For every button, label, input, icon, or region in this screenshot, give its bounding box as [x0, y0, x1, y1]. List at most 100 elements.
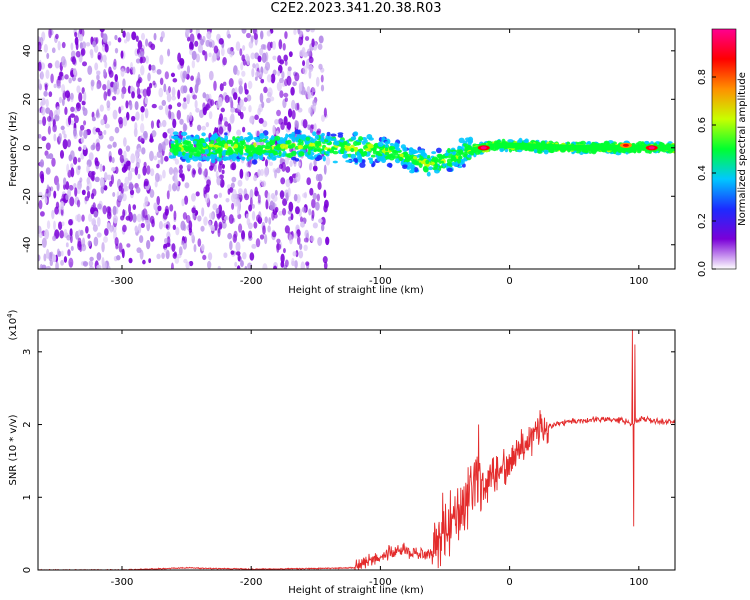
noise-speckle — [76, 199, 81, 208]
noise-speckle — [131, 31, 137, 41]
noise-speckle — [121, 92, 125, 99]
noise-speckle — [123, 39, 128, 44]
band-cell — [294, 129, 301, 135]
noise-speckle — [266, 30, 271, 37]
noise-speckle — [190, 75, 194, 81]
band-cell — [197, 143, 203, 147]
noise-speckle — [130, 115, 136, 122]
noise-speckle — [45, 188, 49, 194]
noise-speckle — [287, 66, 292, 72]
band-core — [662, 144, 665, 151]
noise-speckle — [227, 232, 233, 240]
noise-speckle — [228, 214, 234, 225]
noise-speckle — [57, 40, 61, 51]
noise-speckle — [316, 193, 320, 202]
noise-speckle — [123, 185, 129, 192]
noise-speckle — [69, 150, 75, 160]
band-cell — [175, 146, 182, 152]
noise-speckle — [272, 202, 276, 210]
band-cell — [217, 141, 224, 147]
noise-speckle — [42, 116, 47, 127]
noise-speckle — [230, 113, 235, 124]
noise-speckle — [107, 88, 111, 97]
noise-speckle — [62, 138, 68, 150]
noise-speckle — [140, 123, 145, 134]
band-cell — [277, 146, 281, 151]
noise-speckle — [276, 243, 282, 251]
band-cell — [264, 135, 269, 140]
noise-speckle — [236, 265, 241, 269]
noise-speckle — [106, 206, 111, 214]
noise-speckle — [106, 222, 111, 230]
noise-speckle — [179, 57, 185, 66]
noise-speckle — [299, 49, 305, 57]
noise-speckle — [157, 159, 161, 165]
noise-speckle — [130, 62, 133, 70]
noise-speckle — [43, 43, 48, 53]
noise-speckle — [222, 81, 227, 87]
noise-speckle — [305, 29, 311, 33]
noise-speckle — [80, 229, 84, 236]
noise-speckle — [284, 155, 289, 165]
snr-frame — [37, 329, 676, 571]
band-core — [577, 144, 580, 151]
noise-speckle — [64, 74, 69, 80]
band-core — [530, 143, 534, 150]
noise-speckle — [259, 234, 265, 240]
noise-speckle — [204, 193, 210, 204]
noise-speckle — [279, 77, 284, 84]
noise-speckle — [248, 116, 254, 124]
noise-speckle — [178, 246, 183, 256]
noise-speckle — [165, 224, 169, 229]
noise-speckle — [219, 223, 223, 229]
noise-speckle — [95, 142, 101, 152]
noise-speckle — [150, 43, 156, 51]
snr-panel: -300 -200 -100 0 100 0 1 2 3 Height of straight… — [6, 309, 676, 596]
noise-speckle — [157, 205, 162, 212]
band-cell — [277, 140, 282, 144]
noise-speckle — [315, 76, 320, 87]
band-cell — [174, 143, 179, 148]
noise-speckle — [114, 47, 119, 54]
noise-speckle — [314, 201, 320, 211]
band-cell — [273, 152, 279, 156]
noise-speckle — [233, 65, 238, 75]
noise-speckle — [285, 166, 291, 173]
colorbar-tick-label: 0.4 — [697, 165, 708, 181]
noise-speckle — [112, 215, 118, 224]
noise-speckle — [272, 55, 277, 61]
noise-speckle — [200, 225, 205, 232]
noise-speckle — [189, 86, 193, 94]
band-core — [583, 144, 586, 151]
noise-speckle — [200, 38, 205, 46]
noise-speckle — [179, 70, 184, 80]
noise-speckle — [208, 111, 213, 120]
noise-speckle — [259, 92, 264, 103]
noise-speckle — [96, 108, 100, 117]
band-core — [548, 143, 551, 150]
noise-speckle — [91, 116, 96, 122]
band-cell — [359, 162, 366, 168]
noise-speckle — [114, 237, 119, 247]
noise-speckle — [305, 261, 310, 266]
noise-speckle — [274, 206, 279, 213]
band-cell — [180, 131, 188, 137]
noise-speckle — [280, 253, 285, 264]
noise-speckle — [325, 236, 330, 246]
noise-speckle — [51, 157, 56, 167]
band-cell — [210, 139, 215, 144]
noise-speckle — [94, 160, 100, 167]
noise-speckle — [135, 58, 141, 64]
band-cell — [398, 156, 404, 162]
noise-speckle — [140, 106, 145, 113]
noise-speckle — [245, 213, 249, 219]
noise-speckle — [258, 72, 264, 78]
noise-speckle — [97, 130, 103, 136]
band-cell — [225, 150, 232, 156]
band-cell — [188, 154, 193, 159]
noise-speckle — [161, 252, 165, 259]
noise-speckle — [298, 82, 303, 92]
noise-speckle — [73, 127, 77, 137]
band-cell — [285, 133, 289, 139]
noise-speckle — [223, 116, 228, 123]
